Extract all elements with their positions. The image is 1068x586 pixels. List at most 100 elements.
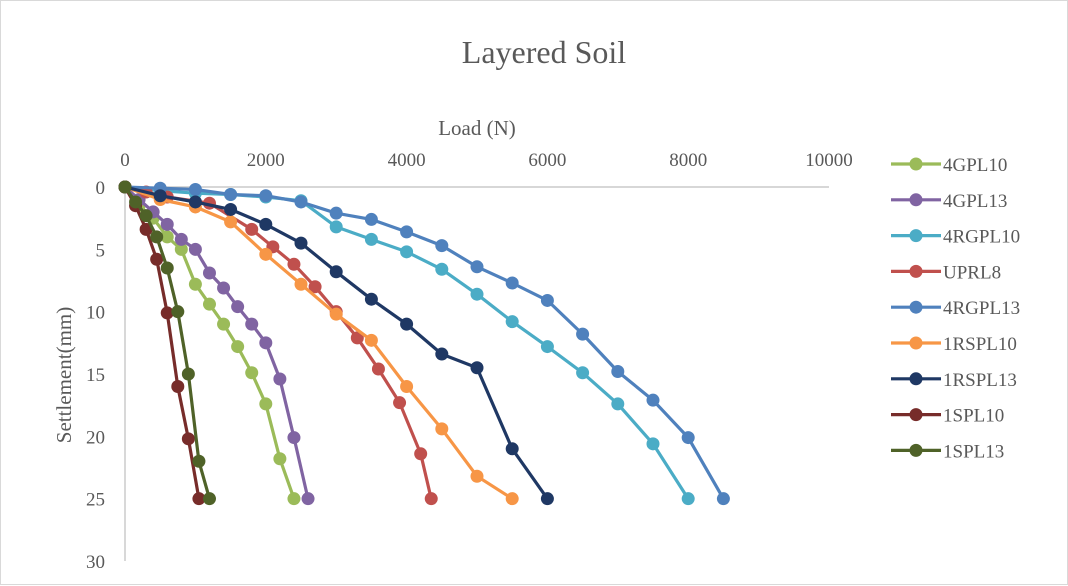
data-point — [188, 242, 202, 256]
legend-marker — [909, 300, 923, 314]
data-point — [245, 317, 259, 331]
legend-marker — [909, 193, 923, 207]
data-point — [188, 182, 202, 196]
data-point — [224, 215, 238, 229]
data-point — [224, 187, 238, 201]
data-point — [505, 315, 519, 329]
data-point — [139, 209, 153, 223]
series-1rspl10 — [118, 180, 519, 506]
data-point — [202, 297, 216, 311]
series-1spl13 — [118, 180, 216, 506]
data-point — [153, 189, 167, 203]
legend-label: 4GPL10 — [943, 155, 1007, 176]
legend-label: 1SPL13 — [943, 441, 1004, 462]
series-4gpl13 — [118, 180, 315, 506]
y-tick-label: 20 — [86, 427, 105, 448]
data-point — [217, 317, 231, 331]
data-point — [192, 492, 206, 506]
data-point — [364, 333, 378, 347]
legend-entry: 1SPL10 — [891, 406, 1004, 427]
data-point — [400, 379, 414, 393]
y-tick-label: 30 — [86, 552, 105, 573]
legend-marker — [909, 372, 923, 386]
data-point — [174, 242, 188, 256]
data-point — [308, 280, 322, 294]
data-point — [181, 367, 195, 381]
data-point — [505, 276, 519, 290]
data-point — [287, 257, 301, 271]
data-point — [505, 492, 519, 506]
tick-labels: 0 2000 4000 6000 8000 10000 0 5 10 15 20 25 30 — [86, 150, 853, 573]
data-point — [245, 366, 259, 380]
y-tick-label: 15 — [86, 365, 105, 386]
data-point — [470, 361, 484, 375]
data-point — [400, 317, 414, 331]
data-point — [576, 327, 590, 341]
data-point — [435, 262, 449, 276]
data-point — [294, 236, 308, 250]
y-tick-label: 25 — [86, 490, 105, 511]
data-point — [371, 362, 385, 376]
legend-entry: 1RSPL13 — [891, 370, 1017, 391]
data-point — [202, 492, 216, 506]
x-tick-label: 4000 — [388, 150, 426, 171]
data-point — [150, 230, 164, 244]
data-point — [294, 195, 308, 209]
data-point — [245, 222, 259, 236]
legend-label: 4RGPL13 — [943, 298, 1020, 319]
legend-marker — [909, 157, 923, 171]
data-point — [259, 397, 273, 411]
data-point — [259, 189, 273, 203]
data-point — [424, 492, 438, 506]
legend-entry: 4GPL10 — [891, 155, 1007, 176]
x-tick-label: 6000 — [528, 150, 566, 171]
legend-entry: 1SPL13 — [891, 441, 1004, 462]
y-tick-label: 0 — [96, 178, 106, 199]
data-point — [329, 265, 343, 279]
legend-entry: 4RGPL13 — [891, 298, 1020, 319]
data-point — [364, 292, 378, 306]
x-axis-label: Load (N) — [438, 116, 516, 140]
data-point — [611, 365, 625, 379]
data-point — [259, 247, 273, 261]
data-point — [350, 331, 364, 345]
data-point — [231, 340, 245, 354]
data-point — [294, 277, 308, 291]
data-point — [160, 217, 174, 231]
legend-entry: 4RGPL10 — [891, 227, 1020, 248]
legend-entry: 4GPL13 — [891, 191, 1007, 212]
data-point — [470, 469, 484, 483]
data-point — [393, 396, 407, 410]
data-point — [400, 245, 414, 259]
y-axis-label: Settlement(mm) — [52, 307, 76, 443]
data-point — [301, 492, 315, 506]
legend-label: 1RSPL13 — [943, 370, 1017, 391]
legend-entry: UPRL8 — [891, 262, 1001, 283]
data-point — [273, 372, 287, 386]
x-tick-label: 2000 — [247, 150, 285, 171]
data-point — [716, 492, 730, 506]
data-point — [646, 437, 660, 451]
data-point — [150, 252, 164, 266]
series-line — [124, 185, 549, 500]
y-tick-label: 10 — [86, 303, 105, 324]
data-point — [329, 206, 343, 220]
axes — [124, 186, 829, 561]
data-point — [160, 230, 174, 244]
data-point — [202, 266, 216, 280]
data-point — [400, 225, 414, 239]
data-point — [681, 492, 695, 506]
legend-marker — [909, 443, 923, 457]
data-point — [646, 393, 660, 407]
legend-marker — [909, 229, 923, 243]
data-point — [139, 222, 153, 236]
legend-label: 1RSPL10 — [943, 334, 1017, 355]
series-4rgpl13 — [118, 180, 730, 506]
data-point — [576, 366, 590, 380]
legend-marker — [909, 264, 923, 278]
data-point — [224, 202, 238, 216]
legend-marker — [909, 408, 923, 422]
data-point — [414, 447, 428, 461]
legend-label: 4GPL13 — [943, 191, 1007, 212]
